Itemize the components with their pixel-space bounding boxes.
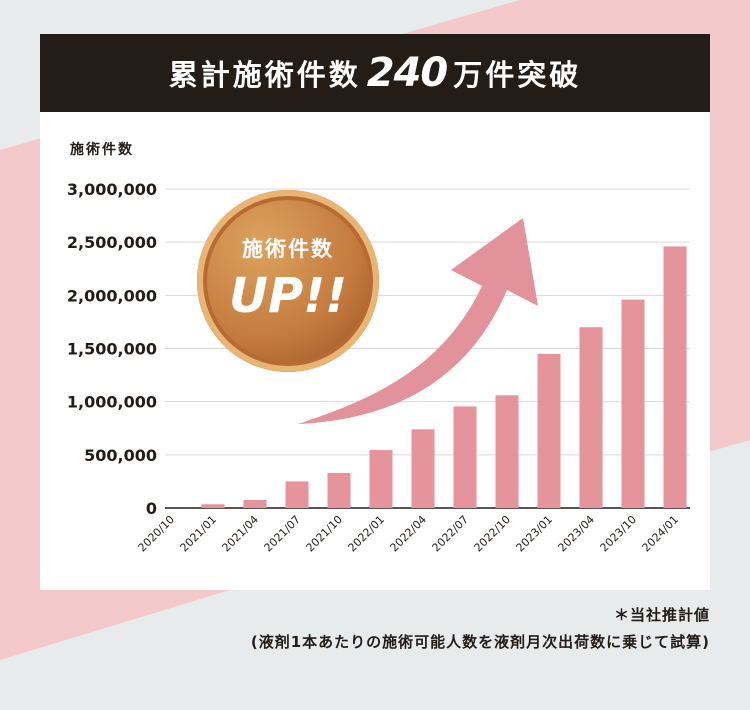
x-tick-label: 2023/10 (598, 513, 640, 555)
bar (285, 481, 309, 508)
x-tick-label: 2021/07 (262, 513, 304, 555)
footnote-method: (液剤1本あたりの施術可能人数を液剤月次出荷数に乗じて試算) (250, 633, 710, 651)
y-tick-labels: 0 500,000 1,000,000 1,500,000 2,000,000 2,500… (67, 180, 157, 518)
x-tick-label: 2023/04 (556, 513, 598, 555)
bar (537, 353, 561, 508)
y-tick-label: 1,500,000 (67, 340, 157, 359)
x-tick-label: 2022/04 (388, 513, 430, 555)
y-tick-label: 0 (146, 499, 157, 518)
y-tick-label: 500,000 (84, 446, 157, 465)
x-tick-label: 2021/04 (220, 513, 262, 555)
bar (579, 327, 603, 508)
bar (327, 472, 351, 508)
badge-up-text: UP!! (229, 268, 347, 324)
x-tick-label: 2022/01 (346, 513, 388, 555)
x-tick-label: 2023/01 (514, 513, 556, 555)
bars (201, 246, 687, 509)
bar (495, 395, 519, 508)
y-tick-label: 2,000,000 (67, 286, 157, 305)
y-axis-title: 施術件数 (70, 141, 134, 158)
bar (663, 246, 687, 509)
bar (369, 450, 393, 508)
footnote-estimate: ＊当社推計値 (613, 606, 710, 624)
title-number: 240 (366, 50, 448, 96)
title-suffix: 万件突破 (453, 58, 582, 92)
up-arrow-icon (298, 218, 538, 424)
bar (243, 500, 267, 508)
bar (621, 299, 645, 508)
badge-label: 施術件数 (242, 237, 334, 261)
x-tick-label: 2021/01 (178, 513, 220, 555)
x-tick-label: 2021/10 (304, 513, 346, 555)
y-tick-label: 1,000,000 (67, 393, 157, 412)
x-tick-label: 2022/07 (430, 513, 472, 555)
increase-badge: 施術件数 UP!! (197, 190, 379, 372)
trend-arrow (298, 218, 538, 424)
footnote: ＊当社推計値 (液剤1本あたりの施術可能人数を液剤月次出荷数に乗じて試算) (251, 604, 710, 652)
x-tick-labels: 2020/10 2021/01 2021/04 2021/07 2021/10 2022/… (136, 513, 682, 555)
bar (201, 504, 225, 508)
title-prefix: 累計施術件数 (168, 58, 361, 92)
bar (411, 429, 435, 508)
y-tick-label: 2,500,000 (67, 233, 157, 252)
x-tick-label: 2020/10 (136, 513, 178, 555)
x-tick-label: 2024/01 (640, 513, 682, 555)
x-tick-label: 2022/10 (472, 513, 514, 555)
y-tick-label: 3,000,000 (67, 180, 157, 199)
title-banner: 累計施術件数 240 万件突破 (40, 34, 710, 112)
bar (453, 406, 477, 508)
